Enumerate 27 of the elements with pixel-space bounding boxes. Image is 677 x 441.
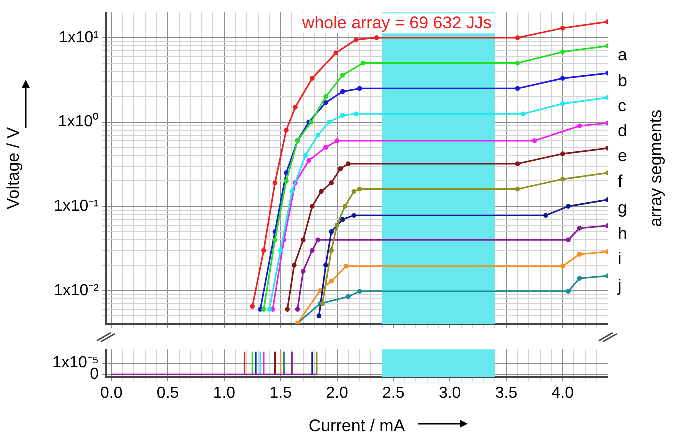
- legend-title: array segments: [646, 110, 666, 228]
- x-tick-label: 2.0: [326, 385, 348, 402]
- y-tick-label: 1x10⁻¹: [54, 198, 99, 215]
- series-label: i: [618, 250, 622, 269]
- series-label: f: [618, 172, 623, 192]
- series-label: a: [618, 45, 628, 64]
- x-tick-label: 4.0: [552, 385, 574, 402]
- y-axis-title: Voltage / V: [4, 126, 23, 210]
- y-tick-label: 1x10¹: [58, 29, 99, 46]
- x-tick-label: 0.0: [100, 385, 123, 402]
- series-label: b: [618, 71, 628, 90]
- series-label: d: [618, 122, 628, 141]
- x-tick-label: 0.5: [156, 385, 180, 402]
- x-tick-label: 1.5: [270, 385, 292, 402]
- x-axis-title: Current / mA: [308, 416, 406, 436]
- series-label: c: [618, 96, 627, 116]
- series-label: g: [618, 198, 628, 218]
- series-label: e: [618, 146, 628, 166]
- y-tick-label: 1x10⁻²: [54, 282, 100, 300]
- x-tick-label: 1.0: [213, 385, 236, 402]
- series-label: j: [617, 276, 622, 296]
- x-tick-label: 2.5: [382, 385, 405, 402]
- series-label: h: [618, 224, 628, 244]
- x-tick-label: 3.0: [438, 385, 462, 402]
- y-tick-label: 1x10⁰: [58, 112, 99, 131]
- series-label: whole array = 69 632 JJs: [301, 13, 492, 32]
- x-tick-label: 3.5: [495, 385, 518, 402]
